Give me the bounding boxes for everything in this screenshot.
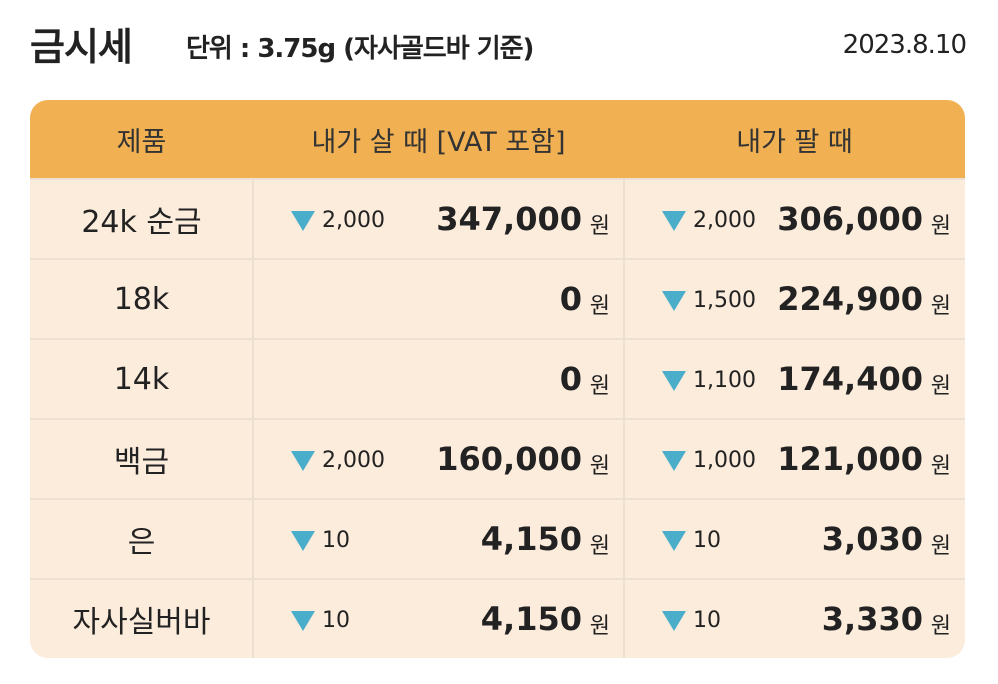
product-name: 백금 [30, 418, 253, 498]
buy-cell: 2,000 160,000 원 [253, 418, 624, 498]
price-change: 10 [693, 608, 721, 633]
price-change: 10 [693, 528, 721, 553]
down-arrow [662, 291, 686, 311]
sell-cell: 1,000 121,000 원 [624, 418, 965, 498]
price: 0 [559, 280, 582, 318]
currency: 원 [930, 294, 951, 319]
sell-cell: 1,500 224,900 원 [624, 258, 965, 338]
price: 306,000 [777, 200, 923, 238]
down-arrow [291, 451, 315, 471]
currency: 원 [930, 214, 951, 239]
date: 2023.8.10 [842, 30, 967, 60]
down-arrow [662, 211, 686, 231]
sell-cell: 2,000 306,000 원 [624, 178, 965, 258]
product-name: 자사실버바 [30, 578, 253, 658]
price: 174,400 [777, 360, 923, 398]
product-name: 14k [30, 338, 253, 418]
sell-cell: 10 3,330 원 [624, 578, 965, 658]
sell-cell: 10 3,030 원 [624, 498, 965, 578]
price: 4,150 [480, 600, 582, 638]
product-name: 은 [30, 498, 253, 578]
buy-cell: 2,000 347,000 원 [253, 178, 624, 258]
price: 121,000 [777, 440, 923, 478]
price-change: 1,000 [693, 448, 756, 473]
unit-note: 단위 : 3.75g (자사골드바 기준) [186, 34, 534, 64]
price-change: 2,000 [322, 208, 385, 233]
currency: 원 [930, 534, 951, 559]
down-arrow [291, 611, 315, 631]
price: 224,900 [777, 280, 923, 318]
price-change: 1,100 [693, 368, 756, 393]
price: 0 [559, 360, 582, 398]
down-arrow [662, 531, 686, 551]
price: 347,000 [436, 200, 582, 238]
buy-cell: 10 4,150 원 [253, 578, 624, 658]
down-arrow [291, 531, 315, 551]
price-change: 1,500 [693, 288, 756, 313]
column-header: 내가 팔 때 [624, 100, 965, 178]
title: 금시세 [30, 25, 133, 69]
currency: 원 [589, 214, 610, 239]
down-arrow [662, 611, 686, 631]
product-name: 18k [30, 258, 253, 338]
price: 3,030 [821, 520, 923, 558]
currency: 원 [930, 614, 951, 639]
price-change: 2,000 [693, 208, 756, 233]
currency: 원 [589, 294, 610, 319]
down-arrow [291, 211, 315, 231]
buy-cell: 10 4,150 원 [253, 498, 624, 578]
price-table: 제품 내가 살 때 [VAT 포함] 내가 팔 때 24k 순금 2,000 347,00… [30, 100, 965, 658]
column-header: 제품 [30, 100, 253, 178]
product-name: 24k 순금 [30, 178, 253, 258]
down-arrow [662, 451, 686, 471]
price-change: 10 [322, 608, 350, 633]
price: 4,150 [480, 520, 582, 558]
price-change: 10 [322, 528, 350, 553]
price-change: 2,000 [322, 448, 385, 473]
price: 3,330 [821, 600, 923, 638]
currency: 원 [589, 454, 610, 479]
down-arrow [662, 371, 686, 391]
currency: 원 [589, 614, 610, 639]
sell-cell: 1,100 174,400 원 [624, 338, 965, 418]
currency: 원 [930, 374, 951, 399]
currency: 원 [589, 374, 610, 399]
price: 160,000 [436, 440, 582, 478]
currency: 원 [930, 454, 951, 479]
currency: 원 [589, 534, 610, 559]
column-header: 내가 살 때 [VAT 포함] [253, 100, 624, 178]
